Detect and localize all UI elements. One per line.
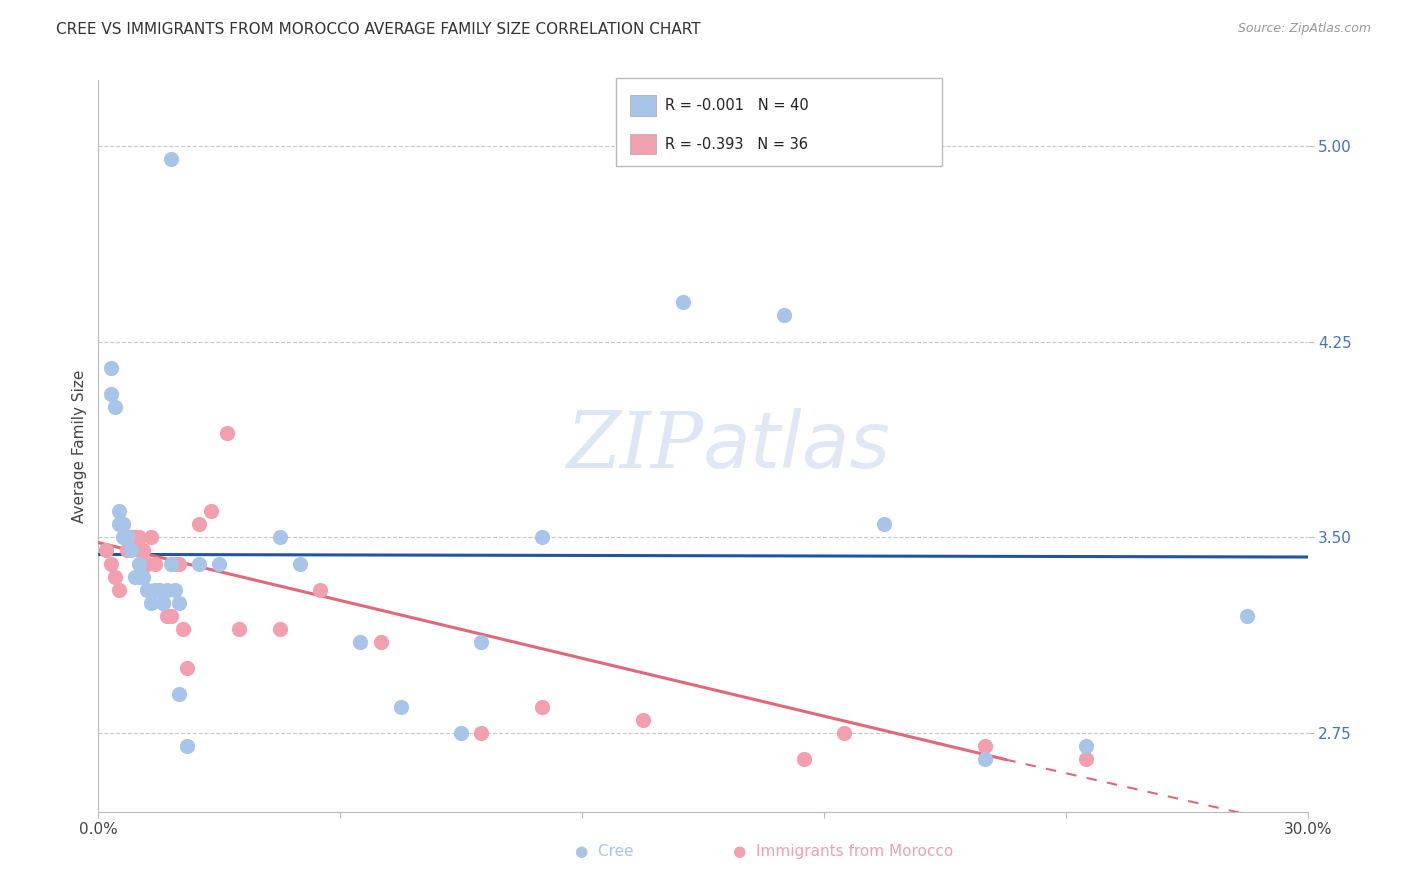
Point [115,543,138,558]
Point [135,582,157,597]
Text: ●  Immigrants from Morocco: ● Immigrants from Morocco [734,845,953,859]
Point [1074,739,1097,754]
Point [389,700,412,714]
Point [974,739,997,754]
Text: CREE VS IMMIGRANTS FROM MOROCCO AVERAGE FAMILY SIZE CORRELATION CHART: CREE VS IMMIGRANTS FROM MOROCCO AVERAGE … [56,22,700,37]
Point [156,608,179,623]
Point [135,557,157,571]
Point [128,569,150,583]
Point [120,543,142,558]
Point [672,295,695,310]
Point [132,569,155,583]
Point [107,582,129,597]
Point [288,557,311,571]
Point [139,530,162,544]
Point [470,726,492,740]
Point [111,530,134,544]
Point [107,504,129,518]
Point [100,386,122,401]
Point [172,622,194,636]
Text: ZIP: ZIP [565,408,703,484]
Point [873,517,896,532]
Point [631,714,654,728]
Point [167,596,190,610]
Point [370,635,392,649]
Point [772,309,794,323]
Point [470,635,492,649]
Point [530,530,553,544]
Point [160,152,183,166]
Point [103,569,125,583]
Point [217,425,239,440]
Point [120,530,142,544]
Point [450,726,472,740]
Point [269,622,291,636]
Point [160,557,183,571]
Point [530,700,553,714]
Point [107,517,129,532]
Point [176,661,198,675]
Point [793,752,815,766]
Point [100,557,122,571]
Point [167,687,190,701]
Point [111,517,134,532]
Text: ●  Cree: ● Cree [575,845,634,859]
Point [143,582,166,597]
Point [128,557,150,571]
Point [143,557,166,571]
Point [349,635,371,649]
Point [124,530,146,544]
Point [974,752,997,766]
Point [128,530,150,544]
Point [160,608,183,623]
Point [128,543,150,558]
Point [103,400,125,414]
Point [228,622,250,636]
Point [208,557,231,571]
Point [139,596,162,610]
Point [163,557,186,571]
Point [111,517,134,532]
Text: R = -0.001   N = 40: R = -0.001 N = 40 [665,98,808,113]
Point [96,543,118,558]
Text: R = -0.393   N = 36: R = -0.393 N = 36 [665,136,807,152]
Point [832,726,855,740]
Point [115,530,138,544]
Point [148,582,170,597]
Point [124,569,146,583]
Point [152,596,174,610]
Point [152,596,174,610]
Point [156,582,179,597]
Point [269,530,291,544]
Text: atlas: atlas [703,408,891,484]
Point [148,582,170,597]
Point [188,517,211,532]
Point [309,582,332,597]
Y-axis label: Average Family Size: Average Family Size [72,369,87,523]
Point [132,543,155,558]
Point [163,582,186,597]
Point [1236,608,1258,623]
Point [1074,752,1097,766]
Point [167,557,190,571]
Point [176,739,198,754]
Text: Source: ZipAtlas.com: Source: ZipAtlas.com [1237,22,1371,36]
Point [200,504,222,518]
Point [100,360,122,375]
Point [188,557,211,571]
